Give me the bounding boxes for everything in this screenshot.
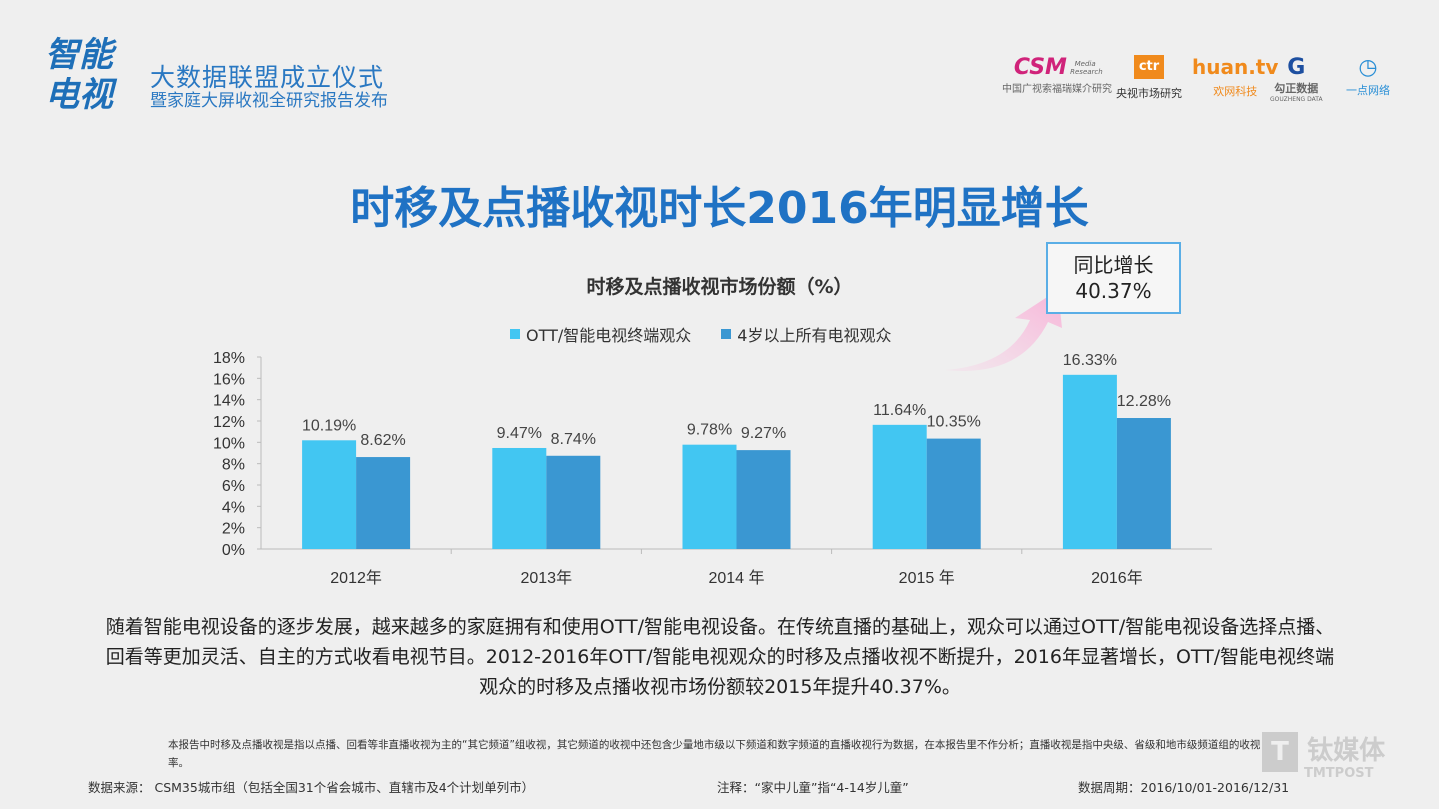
bar-all-tv-2 xyxy=(736,450,791,549)
legend-label: OTT/智能电视终端观众 xyxy=(526,326,692,345)
x-tick-label: 2016年 xyxy=(1091,569,1143,587)
footnote: 本报告中时移及点播收视是指以点播、回看等非直播收视为主的“其它频道”组收视，其它… xyxy=(168,739,1261,769)
growth-arrow-icon xyxy=(945,290,1062,371)
y-tick-label: 6% xyxy=(222,478,245,495)
data-label: 10.35% xyxy=(927,414,981,431)
data-label: 10.19% xyxy=(302,417,356,434)
y-tick-label: 8% xyxy=(222,457,245,474)
bar-ott-0 xyxy=(302,440,357,549)
partner-logo-ctr: ctr 央视市场研究 xyxy=(1116,55,1182,101)
y-tick-label: 18% xyxy=(213,350,245,367)
data-label: 8.74% xyxy=(551,431,596,448)
partner-logo-gouzheng: G 勾正数据 GOUZHENG DATA xyxy=(1270,55,1323,103)
footer-note: 注释：“家中儿童”指“4-14岁儿童” xyxy=(717,780,909,795)
page-title: 时移及点播收视时长2016年明显增长 xyxy=(350,183,1089,234)
data-label: 9.47% xyxy=(497,425,542,442)
footer-source: 数据来源： CSM35城市组（包括全国31个省会城市、直辖市及4个计划单列市） xyxy=(88,780,535,795)
y-tick-label: 12% xyxy=(213,414,245,431)
footer-period: 数据周期：2016/10/01-2016/12/31 xyxy=(1078,780,1290,795)
bar-all-tv-3 xyxy=(926,438,981,549)
bar-all-tv-4 xyxy=(1116,418,1171,549)
bar-ott-4 xyxy=(1062,374,1117,549)
y-tick-label: 16% xyxy=(213,371,245,388)
bar-all-tv-0 xyxy=(356,457,411,549)
description-text: 随着智能电视设备的逐步发展，越来越多的家庭拥有和使用OTT/智能电视设备。在传统… xyxy=(105,616,1335,698)
growth-callout: 同比增长 40.37% xyxy=(1046,242,1181,314)
bar-ott-2 xyxy=(682,444,737,549)
x-tick-label: 2013年 xyxy=(520,569,572,587)
event-subtitle: 暨家庭大屏收视全研究报告发布 xyxy=(150,91,388,111)
watermark-logo-icon: T xyxy=(1262,731,1298,772)
watermark-text: 钛媒体 xyxy=(1307,736,1386,766)
y-tick-label: 0% xyxy=(222,542,245,559)
x-tick-label: 2012年 xyxy=(330,569,382,587)
chart-legend: OTT/智能电视终端观众 4岁以上所有电视观众 xyxy=(510,322,891,346)
bar-ott-3 xyxy=(872,424,927,549)
x-tick-label: 2014 年 xyxy=(708,569,764,587)
watermark: T 钛媒体 TMTPOST xyxy=(1262,730,1385,781)
y-tick-label: 14% xyxy=(213,393,245,410)
bar-ott-1 xyxy=(492,447,547,549)
legend-item-all-tv: 4岁以上所有电视观众 xyxy=(721,322,891,346)
partner-logo-csm: CSM Media Research 中国广视索福瑞媒介研究 xyxy=(1002,55,1112,95)
data-label: 9.78% xyxy=(687,422,732,439)
callout-value: 40.37% xyxy=(1075,279,1152,303)
data-label: 11.64% xyxy=(873,402,926,419)
chart-title: 时移及点播收视市场份额（%） xyxy=(586,276,853,298)
legend-swatch xyxy=(721,329,732,339)
y-tick-label: 4% xyxy=(222,499,245,516)
data-label: 16.33% xyxy=(1063,352,1117,369)
bar-chart: 0% 2% 4% 6% 8% 10% 12% 14% 16% 18% 2012年 10.19%8.62… xyxy=(213,290,1212,587)
data-label: 8.62% xyxy=(360,432,405,449)
callout-label: 同比增长 xyxy=(1073,253,1154,277)
legend-item-ott: OTT/智能电视终端观众 xyxy=(510,322,691,346)
bar-all-tv-1 xyxy=(546,455,601,549)
legend-label: 4岁以上所有电视观众 xyxy=(737,326,892,345)
y-tick-label: 2% xyxy=(222,521,245,538)
legend-swatch xyxy=(510,329,520,339)
data-label: 9.27% xyxy=(741,425,786,442)
y-tick-label: 10% xyxy=(213,435,245,452)
data-label: 12.28% xyxy=(1117,393,1171,410)
watermark-en: TMTPOST xyxy=(1304,765,1374,781)
event-title: 大数据联盟成立仪式 xyxy=(150,63,385,92)
partner-logo-yidian: ◷ 一点网络 xyxy=(1346,55,1390,97)
x-tick-label: 2015 年 xyxy=(899,569,955,587)
event-logo: 智能电视 xyxy=(45,35,113,115)
partner-logo-huan: huan.tv 欢网科技 xyxy=(1192,55,1279,98)
